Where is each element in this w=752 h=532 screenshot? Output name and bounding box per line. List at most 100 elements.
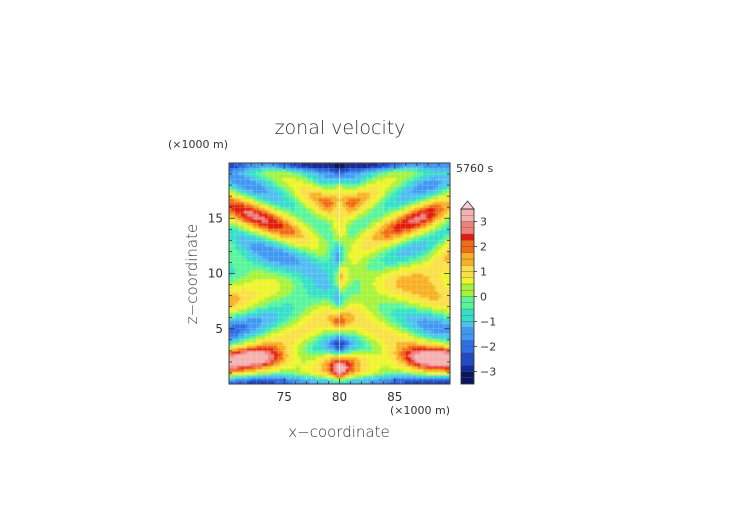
heatmap-cell [300, 174, 305, 179]
heatmap-cell [363, 207, 367, 212]
heatmap-cell [282, 315, 287, 319]
heatmap-cell [249, 189, 254, 194]
heatmap-cell [378, 213, 382, 218]
heatmap-cell [285, 213, 290, 218]
heatmap-cell [438, 291, 442, 296]
heatmap-cell [229, 300, 233, 304]
heatmap-cell [366, 300, 370, 304]
heatmap-cell [381, 282, 385, 287]
heatmap-cell [405, 231, 409, 236]
heatmap-cell [390, 306, 394, 310]
heatmap-cell [237, 330, 242, 334]
heatmap-cell [429, 327, 433, 331]
heatmap-cell [372, 357, 376, 361]
heatmap-cell [279, 303, 284, 307]
heatmap-cell [429, 312, 433, 316]
heatmap-cell [447, 321, 450, 325]
heatmap-cell [339, 255, 344, 260]
heatmap-cell [384, 168, 388, 173]
heatmap-cell [291, 327, 296, 331]
heatmap-cell [279, 309, 284, 313]
heatmap-cell [381, 258, 385, 263]
heatmap-cell [447, 246, 450, 251]
heatmap-cell [252, 342, 257, 346]
heatmap-cell [258, 318, 263, 322]
heatmap-cell [240, 339, 245, 343]
heatmap-cell [345, 282, 350, 287]
heatmap-cell [321, 219, 326, 224]
heatmap-cell [324, 258, 329, 263]
heatmap-cell [447, 234, 450, 239]
heatmap-cell [249, 351, 254, 355]
heatmap-cell [372, 165, 376, 170]
heatmap-cell [441, 264, 445, 269]
heatmap-cell [402, 345, 406, 349]
heatmap-cell [246, 180, 251, 185]
heatmap-cell [291, 252, 296, 257]
heatmap-cell [405, 213, 409, 218]
heatmap-cell [249, 192, 254, 197]
heatmap-cell [240, 201, 245, 206]
heatmap-cell [345, 240, 350, 245]
heatmap-cell [363, 327, 367, 331]
heatmap-cell [354, 276, 359, 281]
heatmap-cell [285, 336, 290, 340]
heatmap-cell [291, 174, 296, 179]
heatmap-cell [339, 192, 344, 197]
heatmap-cell [291, 189, 296, 194]
heatmap-cell [432, 171, 436, 176]
heatmap-cell [237, 294, 242, 298]
heatmap-cell [240, 186, 245, 191]
heatmap-cell [303, 171, 308, 176]
heatmap-cell [435, 189, 439, 194]
heatmap-cell [294, 309, 299, 313]
heatmap-cell [303, 183, 308, 188]
heatmap-cell [333, 231, 338, 236]
heatmap-cell [282, 279, 287, 284]
heatmap-cell [336, 192, 341, 197]
heatmap-cell [297, 330, 302, 334]
heatmap-cell [366, 246, 370, 251]
heatmap-cell [423, 294, 427, 298]
heatmap-cell [381, 195, 385, 200]
heatmap-cell [285, 306, 290, 310]
heatmap-cell [438, 258, 442, 263]
heatmap-cell [387, 336, 391, 340]
heatmap-cell [279, 348, 284, 352]
heatmap-cell [273, 198, 278, 203]
heatmap-cell [252, 171, 257, 176]
heatmap-cell [309, 231, 314, 236]
heatmap-cell [270, 342, 275, 346]
heatmap-cell [357, 330, 362, 334]
heatmap-cell [249, 270, 254, 275]
heatmap-cell [291, 264, 296, 269]
heatmap-cell [375, 321, 379, 325]
heatmap-cell [366, 216, 370, 221]
heatmap-cell [276, 222, 281, 227]
heatmap-cell [351, 216, 356, 221]
heatmap-cell [297, 300, 302, 304]
heatmap-cell [315, 300, 320, 304]
heatmap-cell [405, 210, 409, 215]
heatmap-cell [270, 186, 275, 191]
heatmap-cell [297, 333, 302, 337]
heatmap-cell [273, 243, 278, 248]
heatmap-cell [330, 258, 335, 263]
heatmap-cell [240, 261, 245, 266]
heatmap-cell [297, 309, 302, 313]
heatmap-cell [372, 297, 376, 301]
heatmap-cell [288, 228, 293, 233]
heatmap-cell [414, 270, 418, 275]
heatmap-cell [246, 303, 251, 307]
heatmap-cell [312, 201, 317, 206]
heatmap-cell [249, 348, 254, 352]
heatmap-cell [258, 204, 263, 209]
heatmap-cell [282, 321, 287, 325]
heatmap-cell [363, 315, 367, 319]
heatmap-cell [372, 273, 376, 278]
heatmap-cell [336, 165, 341, 170]
heatmap-cell [351, 237, 356, 242]
heatmap-cell [339, 201, 344, 206]
heatmap-cell [264, 345, 269, 349]
heatmap-cell [264, 342, 269, 346]
